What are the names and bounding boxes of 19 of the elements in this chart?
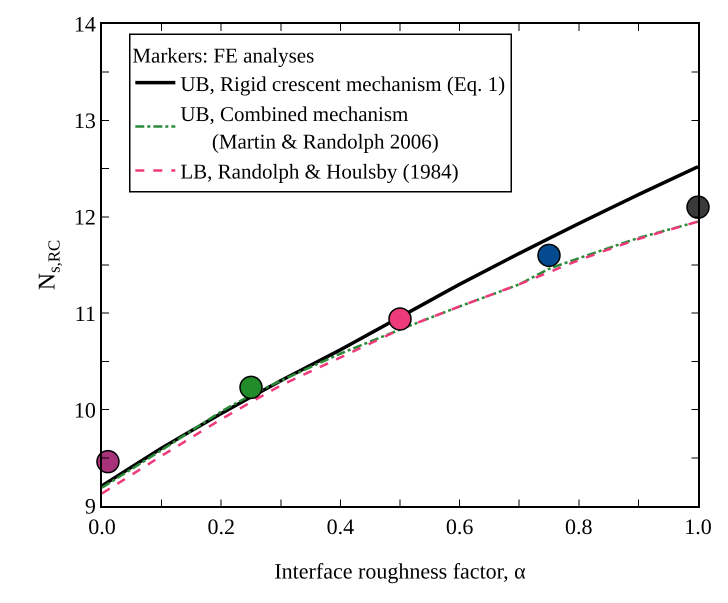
y-tick-label: 14 — [74, 12, 96, 37]
legend-title: Markers: FE analyses — [132, 43, 314, 68]
legend-label: UB, Rigid crescent mechanism (Eq. 1) — [180, 72, 506, 96]
y-tick-label: 11 — [74, 300, 96, 326]
x-tick-label: 0.6 — [446, 514, 474, 540]
legend-label: UB, Combined mechanism (Martin & Randolph 2006) — [180, 102, 439, 154]
point — [537, 244, 561, 268]
x-tick-label: 0.8 — [565, 514, 593, 540]
point — [239, 376, 263, 400]
point — [96, 450, 120, 474]
y-tick-label: 13 — [74, 108, 96, 134]
x-tick-label: 0.4 — [326, 514, 354, 540]
legend-label: LB, Randolph & Houlsby (1984) — [180, 160, 459, 184]
x-tick-label: 1.0 — [684, 514, 712, 540]
y-tick-label: 12 — [74, 204, 96, 230]
x-tick-label: 0.2 — [207, 514, 235, 540]
point — [388, 307, 412, 331]
y-tick-label: 10 — [74, 397, 96, 422]
x-axis-title: Interface roughness factor, α — [274, 558, 526, 584]
